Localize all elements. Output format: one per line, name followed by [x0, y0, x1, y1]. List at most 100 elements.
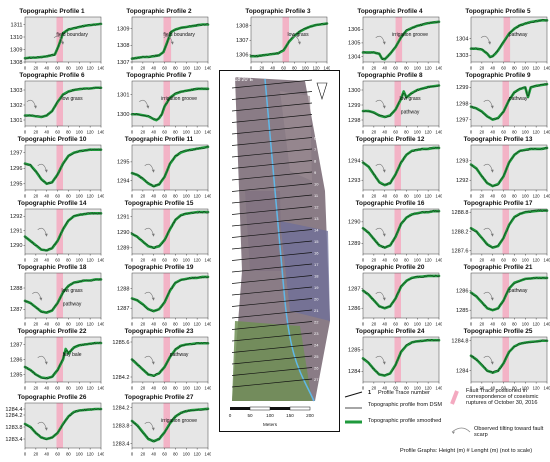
x-tick-label: 40 [151, 452, 156, 457]
scale-label: 50 [247, 413, 253, 418]
x-tick-label: 20 [141, 322, 146, 327]
profile-title: Topographic Profile 5 [465, 8, 531, 15]
x-tick-label: 20 [141, 66, 146, 71]
profile-title: Topographic Profile 25 [463, 328, 533, 335]
profile-title: Topographic Profile 26 [17, 394, 87, 401]
fault-band [503, 17, 511, 62]
x-tick-label: 140 [205, 386, 212, 391]
profile-trace-number: 7 [314, 147, 317, 152]
profile-trace-number: 1 [314, 78, 317, 83]
y-tick-label: 1308 [117, 43, 129, 49]
profile-trace [231, 102, 313, 112]
x-tick-label: 0 [131, 452, 134, 457]
profile-trace [231, 137, 313, 146]
profile-dsm-line [470, 277, 548, 311]
x-tick-label: 120 [87, 194, 95, 199]
profile-plot: 0 20 40 60 80 100 120 140 1287 1288 [117, 272, 211, 327]
plot-frame [24, 16, 102, 63]
legend-fault-trace: Fault Trace positioned in correspondence… [466, 388, 539, 407]
profile-dsm-line [362, 146, 440, 186]
x-tick-label: 60 [393, 322, 398, 327]
y-tick-label: 1303 [10, 88, 22, 94]
trace-number-symbol: 1 [368, 390, 372, 396]
x-tick-label: 0 [470, 386, 473, 391]
tilt-arrowhead [151, 427, 155, 431]
x-tick-label: 60 [501, 258, 506, 263]
x-tick-label: 80 [512, 130, 517, 135]
profile-title: Topographic Profile 2 [126, 8, 192, 15]
x-tick-label: 20 [34, 66, 39, 71]
x-tick-label: 100 [522, 386, 530, 391]
profile-annotation: hay bale [63, 352, 82, 358]
profile-plot: 0 20 40 60 80 100 120 140 1297 1298 1299 pathway [456, 80, 550, 135]
tilt-arrowhead [382, 361, 386, 365]
profile-panel: Topographic Profile 27 0 20 40 60 80 100 120 140… [107, 394, 211, 458]
profile-plot: 0 20 40 60 80 100 120 140 1295 1296 1297 [10, 144, 104, 199]
profile-dsm-line [131, 23, 209, 60]
profile-trace-number: 10 [314, 182, 319, 187]
y-tick-label: 1292 [456, 178, 468, 184]
y-tick-label: 1295 [117, 160, 129, 166]
y-tick-label: 1301 [10, 118, 22, 124]
x-tick-label: 100 [522, 258, 530, 263]
x-tick-label: 40 [44, 66, 49, 71]
x-tick-label: 140 [544, 130, 550, 135]
profile-plot: 0 20 40 60 80 100 120 140 1284.2 1285.6 pathway [112, 336, 212, 391]
x-tick-label: 40 [382, 194, 387, 199]
profile-annotation: low grass [62, 96, 84, 102]
profile-trace-number: 3 [314, 101, 317, 106]
x-tick-label: 120 [533, 322, 541, 327]
plot-frame [470, 336, 548, 383]
profile-panel: Topographic Profile 10 0 20 40 60 80 100 120 140… [0, 136, 104, 200]
x-tick-label: 40 [151, 194, 156, 199]
plot-frame [362, 336, 440, 383]
x-tick-label: 0 [24, 258, 27, 263]
tilt-arrowhead [44, 233, 48, 237]
fault-band [56, 209, 63, 254]
x-tick-label: 40 [151, 66, 156, 71]
x-tick-label: 80 [173, 130, 178, 135]
profile-title: Topographic Profile 21 [463, 264, 533, 271]
x-tick-label: 0 [362, 386, 365, 391]
north-arrow-icon [316, 82, 328, 101]
y-tick-label: 1287 [10, 307, 22, 313]
y-tick-label: 1283.8 [112, 423, 129, 429]
y-tick-label: 1299 [348, 103, 360, 109]
fault-band [56, 273, 63, 318]
north-label: N [320, 77, 324, 83]
x-tick-label: 0 [24, 386, 27, 391]
x-tick-label: 100 [414, 66, 422, 71]
fault-band [56, 81, 63, 126]
x-tick-label: 120 [533, 130, 541, 135]
x-tick-label: 80 [404, 194, 409, 199]
profile-dsm-line [362, 209, 440, 249]
profile-dsm-line [131, 87, 209, 121]
x-tick-label: 120 [194, 66, 202, 71]
x-tick-label: 80 [66, 386, 71, 391]
plot-frame [131, 144, 209, 191]
x-tick-label: 20 [372, 66, 377, 71]
profile-trace [231, 91, 313, 100]
x-tick-label: 40 [44, 322, 49, 327]
profile-trace-number: 13 [314, 216, 319, 221]
profile-trace [231, 240, 313, 250]
profile-panel: Topographic Profile 26 0 20 40 60 80 100 120 140… [0, 394, 104, 458]
x-tick-label: 120 [533, 386, 541, 391]
x-tick-label: 60 [393, 130, 398, 135]
x-tick-label: 80 [66, 322, 71, 327]
profile-trace [231, 298, 313, 307]
y-tick-label: 1298 [456, 101, 468, 107]
y-tick-label: 1303 [456, 53, 468, 59]
x-tick-label: 140 [544, 322, 550, 327]
profile-panel: Topographic Profile 18 0 20 40 60 80 100 120 140… [0, 264, 104, 328]
profile-dsm-line [250, 22, 328, 58]
x-tick-label: 120 [313, 66, 321, 71]
profile-dsm-line [470, 18, 548, 58]
y-tick-label: 1290 [348, 220, 360, 226]
orthophoto-patch [280, 91, 312, 181]
profile-annotation: field boundary [56, 32, 88, 38]
y-tick-label: 1289 [348, 241, 360, 247]
profile-dsm-line [131, 342, 209, 377]
profile-title: Topographic Profile 9 [465, 72, 531, 79]
orthophoto-patch [280, 221, 330, 321]
